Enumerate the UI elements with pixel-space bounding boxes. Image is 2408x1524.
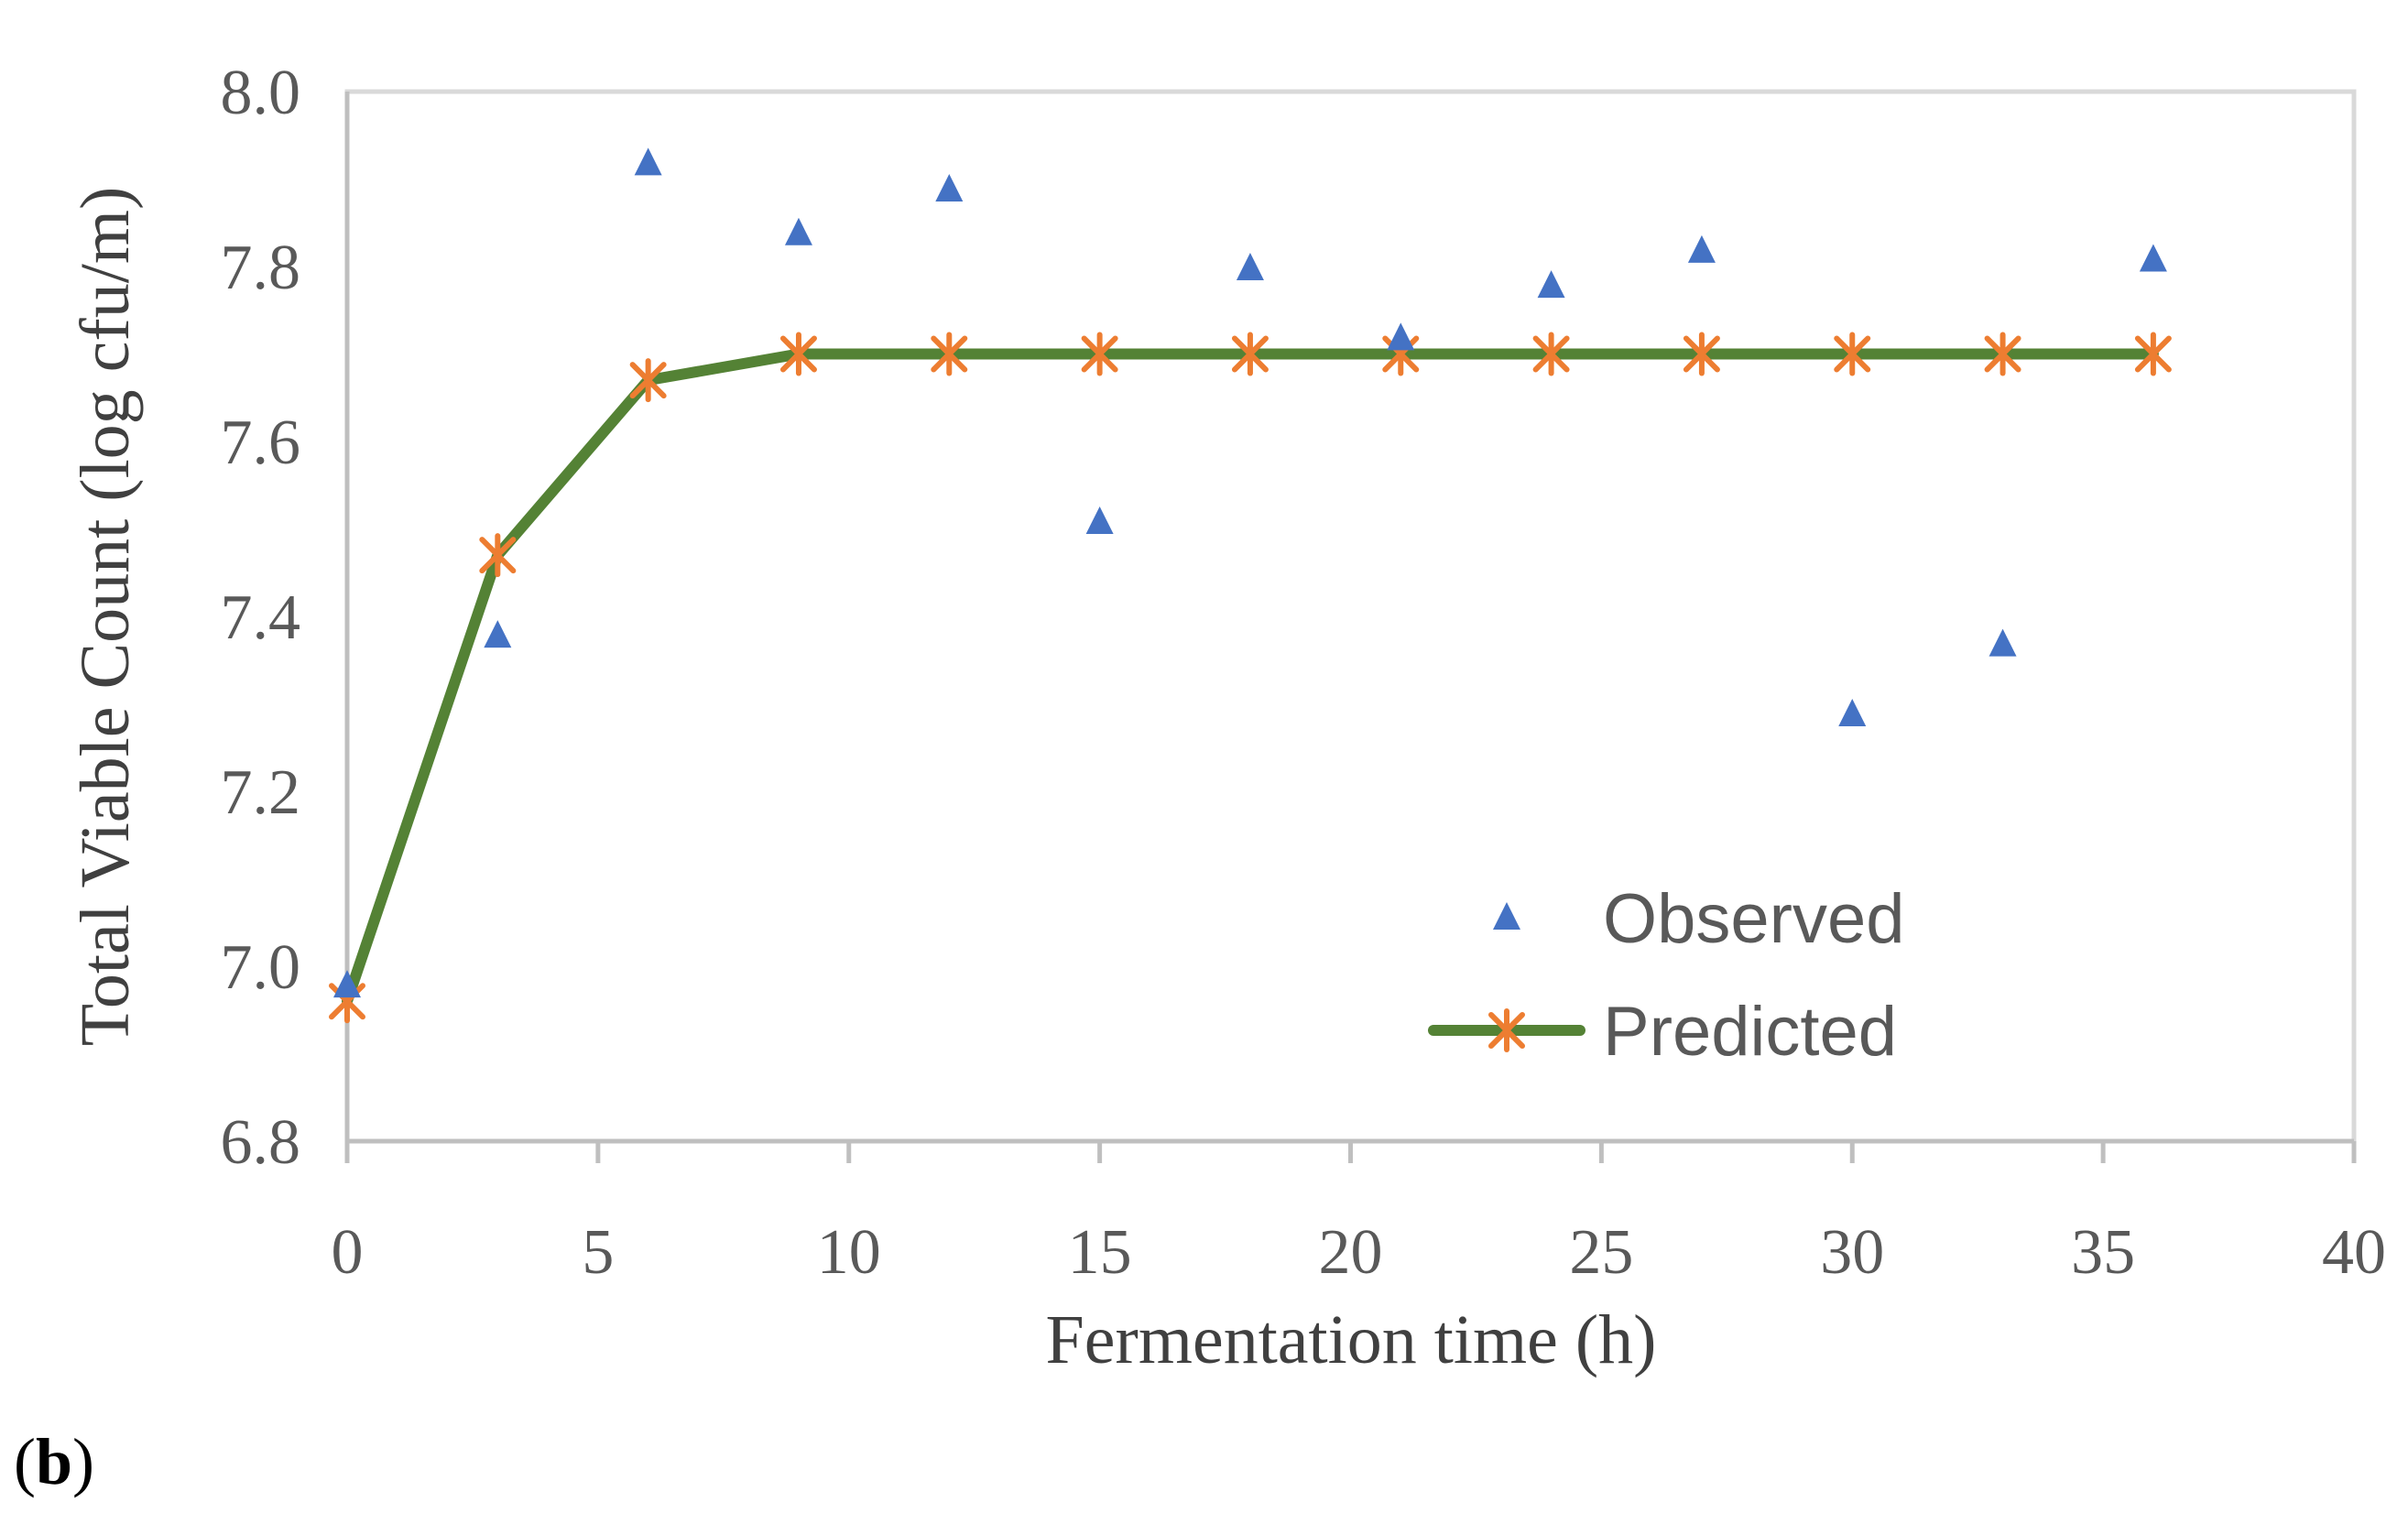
observed-point — [1387, 322, 1415, 351]
x-axis-title: Fermentation time (h) — [1046, 1301, 1657, 1378]
x-tick-label: 40 — [2322, 1217, 2386, 1288]
predicted-point — [2134, 332, 2172, 376]
y-tick-label: 8.0 — [221, 58, 301, 128]
x-ticks: 0 5 10 15 20 25 30 35 40 — [332, 1141, 2386, 1288]
observed-point — [1236, 253, 1264, 280]
x-tick-label: 25 — [1569, 1217, 1633, 1288]
observed-point — [1838, 699, 1867, 727]
panel-label: (b) — [14, 1425, 94, 1498]
observed-point — [1989, 628, 2017, 657]
predicted-point — [1984, 332, 2021, 376]
panel-label-open: ( — [14, 1425, 36, 1498]
x-tick-label: 0 — [332, 1217, 364, 1288]
legend-predicted-marker — [1428, 1008, 1585, 1052]
legend-asterisk-icon — [1488, 1008, 1525, 1052]
y-tick-label: 7.2 — [221, 757, 301, 828]
y-ticks: 6.8 7.0 7.2 7.4 7.6 7.8 8.0 — [221, 58, 301, 1178]
observed-point — [784, 217, 812, 245]
x-tick-label: 30 — [1820, 1217, 1884, 1288]
legend-observed-marker — [1493, 902, 1520, 930]
predicted-point — [1231, 332, 1269, 376]
observed-point — [634, 147, 662, 176]
y-tick-label: 7.6 — [221, 408, 301, 478]
predicted-point — [1532, 332, 1570, 376]
panel-label-close: ) — [72, 1425, 94, 1498]
x-tick-label: 5 — [582, 1217, 614, 1288]
x-tick-label: 35 — [2071, 1217, 2135, 1288]
legend: Observed Predicted — [1428, 880, 1905, 1071]
y-tick-label: 7.0 — [221, 932, 301, 1003]
predicted-point — [479, 533, 517, 578]
predicted-point — [1834, 332, 1871, 376]
observed-point — [2139, 244, 2167, 272]
y-tick-label: 6.8 — [221, 1107, 301, 1178]
observed-point — [1687, 234, 1716, 263]
plot-area-border — [344, 89, 2357, 1144]
x-tick-label: 15 — [1068, 1217, 1132, 1288]
predicted-point — [629, 358, 667, 403]
predicted-point — [1683, 332, 1720, 376]
observed-point — [935, 174, 964, 202]
observed-point — [1537, 270, 1565, 299]
y-tick-label: 7.8 — [221, 233, 301, 303]
y-axis-title: Total Viable Count (log cfu/m) — [67, 187, 144, 1047]
observed-point — [333, 970, 361, 998]
observed-series — [333, 147, 2167, 998]
x-tick-label: 10 — [817, 1217, 881, 1288]
legend-observed-label: Observed — [1603, 880, 1905, 958]
y-tick-label: 7.4 — [221, 582, 301, 653]
predicted-point — [779, 332, 817, 376]
observed-point — [484, 620, 512, 648]
legend-triangle-icon — [1493, 902, 1520, 930]
predicted-point — [931, 332, 968, 376]
legend-predicted-label: Predicted — [1603, 993, 1897, 1071]
predicted-point — [1081, 332, 1118, 376]
x-tick-label: 20 — [1319, 1217, 1383, 1288]
panel-label-letter: b — [36, 1425, 72, 1498]
observed-point — [1085, 506, 1114, 534]
